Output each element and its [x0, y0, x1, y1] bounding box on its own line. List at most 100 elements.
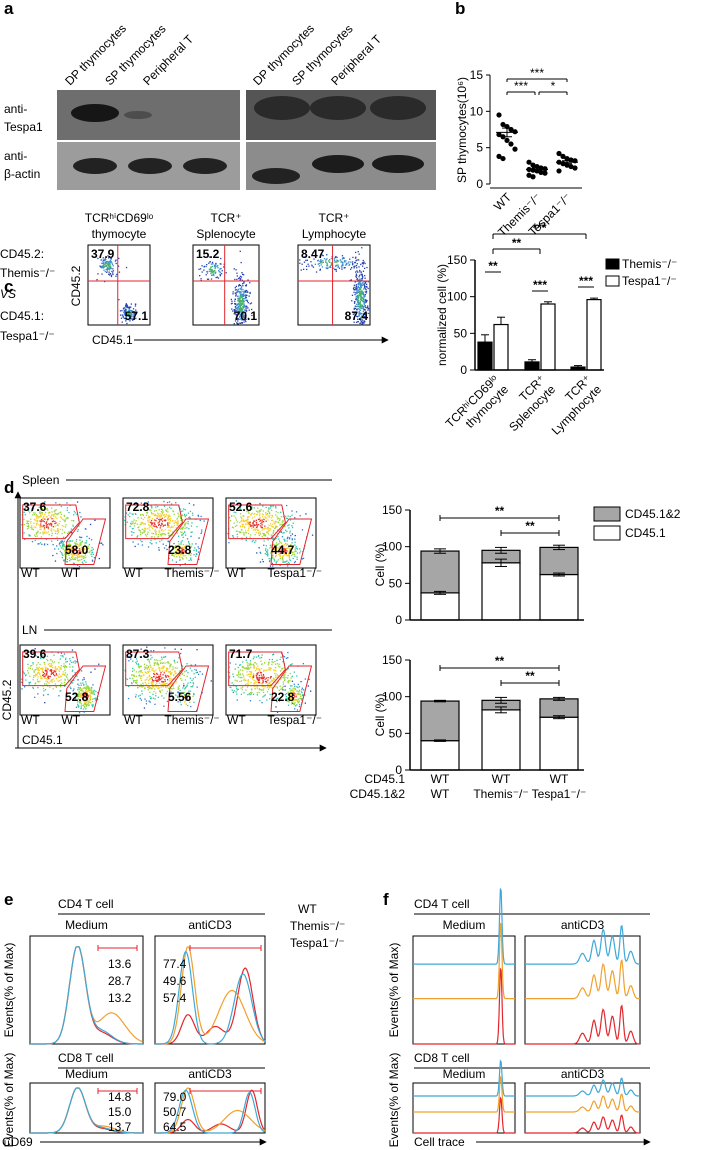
- event-dot: [131, 523, 134, 525]
- event-dot: [71, 552, 73, 555]
- event-dot: [78, 556, 81, 558]
- axis-title: CD45.1: [22, 733, 63, 747]
- event-dot: [165, 686, 167, 688]
- event-dot: [129, 306, 131, 308]
- event-dot: [137, 526, 139, 529]
- event-dot: [189, 667, 191, 669]
- sample-label: WT: [21, 566, 40, 580]
- event-dot: [282, 560, 284, 562]
- event-dot: [92, 690, 94, 692]
- event-dot: [37, 669, 39, 671]
- event-dot: [239, 677, 241, 679]
- event-dot: [140, 671, 142, 673]
- event-dot: [123, 307, 125, 309]
- event-dot: [42, 517, 44, 520]
- event-dot: [50, 529, 52, 531]
- event-dot: [330, 264, 332, 266]
- event-dot: [129, 314, 132, 316]
- event-dot: [235, 310, 237, 312]
- event-dot: [60, 540, 62, 543]
- event-dot: [44, 513, 46, 515]
- event-dot: [182, 510, 184, 512]
- event-dot: [364, 295, 366, 297]
- event-dot: [141, 690, 143, 692]
- event-dot: [145, 683, 147, 685]
- event-dot: [128, 311, 130, 313]
- event-dot: [159, 533, 162, 535]
- event-dot: [178, 688, 180, 690]
- event-dot: [358, 294, 360, 296]
- event-dot: [125, 316, 127, 319]
- event-dot: [229, 675, 231, 678]
- event-dot: [240, 693, 243, 695]
- event-dot: [74, 672, 76, 674]
- histogram-curve: [525, 1004, 640, 1045]
- event-dot: [245, 305, 248, 307]
- event-dot: [135, 680, 137, 682]
- event-dot: [138, 674, 141, 676]
- y-tick-label: 150: [447, 253, 467, 267]
- event-dot: [161, 668, 163, 670]
- event-dot: [80, 703, 82, 705]
- event-dot: [70, 558, 72, 560]
- event-dot: [112, 270, 115, 272]
- event-dot: [133, 523, 135, 525]
- event-dot: [193, 701, 195, 703]
- event-dot: [289, 690, 292, 692]
- event-dot: [237, 320, 239, 322]
- event-dot: [193, 504, 195, 506]
- event-dot: [51, 664, 53, 666]
- event-dot: [299, 259, 301, 261]
- event-dot: [160, 662, 162, 664]
- event-dot: [131, 318, 133, 320]
- event-dot: [278, 553, 280, 555]
- event-dot: [263, 534, 265, 536]
- event-dot: [259, 533, 262, 535]
- event-dot: [140, 670, 143, 672]
- event-dot: [359, 269, 361, 272]
- event-dot: [285, 657, 288, 659]
- event-dot: [56, 513, 58, 515]
- event-dot: [330, 263, 333, 265]
- event-dot: [108, 274, 111, 276]
- event-dot: [132, 667, 134, 670]
- event-dot: [167, 540, 169, 542]
- event-dot: [161, 689, 163, 691]
- event-dot: [229, 662, 231, 664]
- event-dot: [276, 698, 278, 700]
- event-dot: [239, 522, 241, 524]
- event-dot: [24, 514, 26, 516]
- event-dot: [271, 537, 273, 539]
- event-dot: [192, 685, 194, 687]
- event-dot: [142, 674, 145, 676]
- event-dot: [253, 667, 255, 669]
- event-dot: [358, 308, 360, 310]
- event-dot: [357, 303, 359, 305]
- event-dot: [238, 664, 241, 666]
- event-dot: [242, 295, 244, 297]
- event-dot: [60, 547, 63, 549]
- event-dot: [164, 534, 167, 536]
- event-dot: [247, 665, 249, 667]
- event-dot: [151, 532, 153, 534]
- event-dot: [190, 554, 192, 556]
- event-dot: [280, 531, 282, 533]
- event-dot: [105, 268, 107, 271]
- event-dot: [364, 285, 366, 288]
- event-dot: [162, 543, 164, 545]
- event-dot: [357, 316, 359, 318]
- event-dot: [232, 291, 234, 293]
- event-dot: [162, 681, 165, 683]
- event-dot: [160, 508, 163, 510]
- event-dot: [236, 307, 239, 309]
- event-dot: [322, 255, 324, 257]
- event-dot: [126, 314, 128, 316]
- event-dot: [267, 669, 269, 671]
- event-dot: [155, 506, 157, 508]
- event-dot: [353, 313, 355, 315]
- event-dot: [68, 552, 70, 554]
- event-dot: [234, 320, 237, 322]
- event-dot: [42, 657, 44, 659]
- event-dot: [311, 265, 313, 267]
- event-dot: [262, 514, 264, 516]
